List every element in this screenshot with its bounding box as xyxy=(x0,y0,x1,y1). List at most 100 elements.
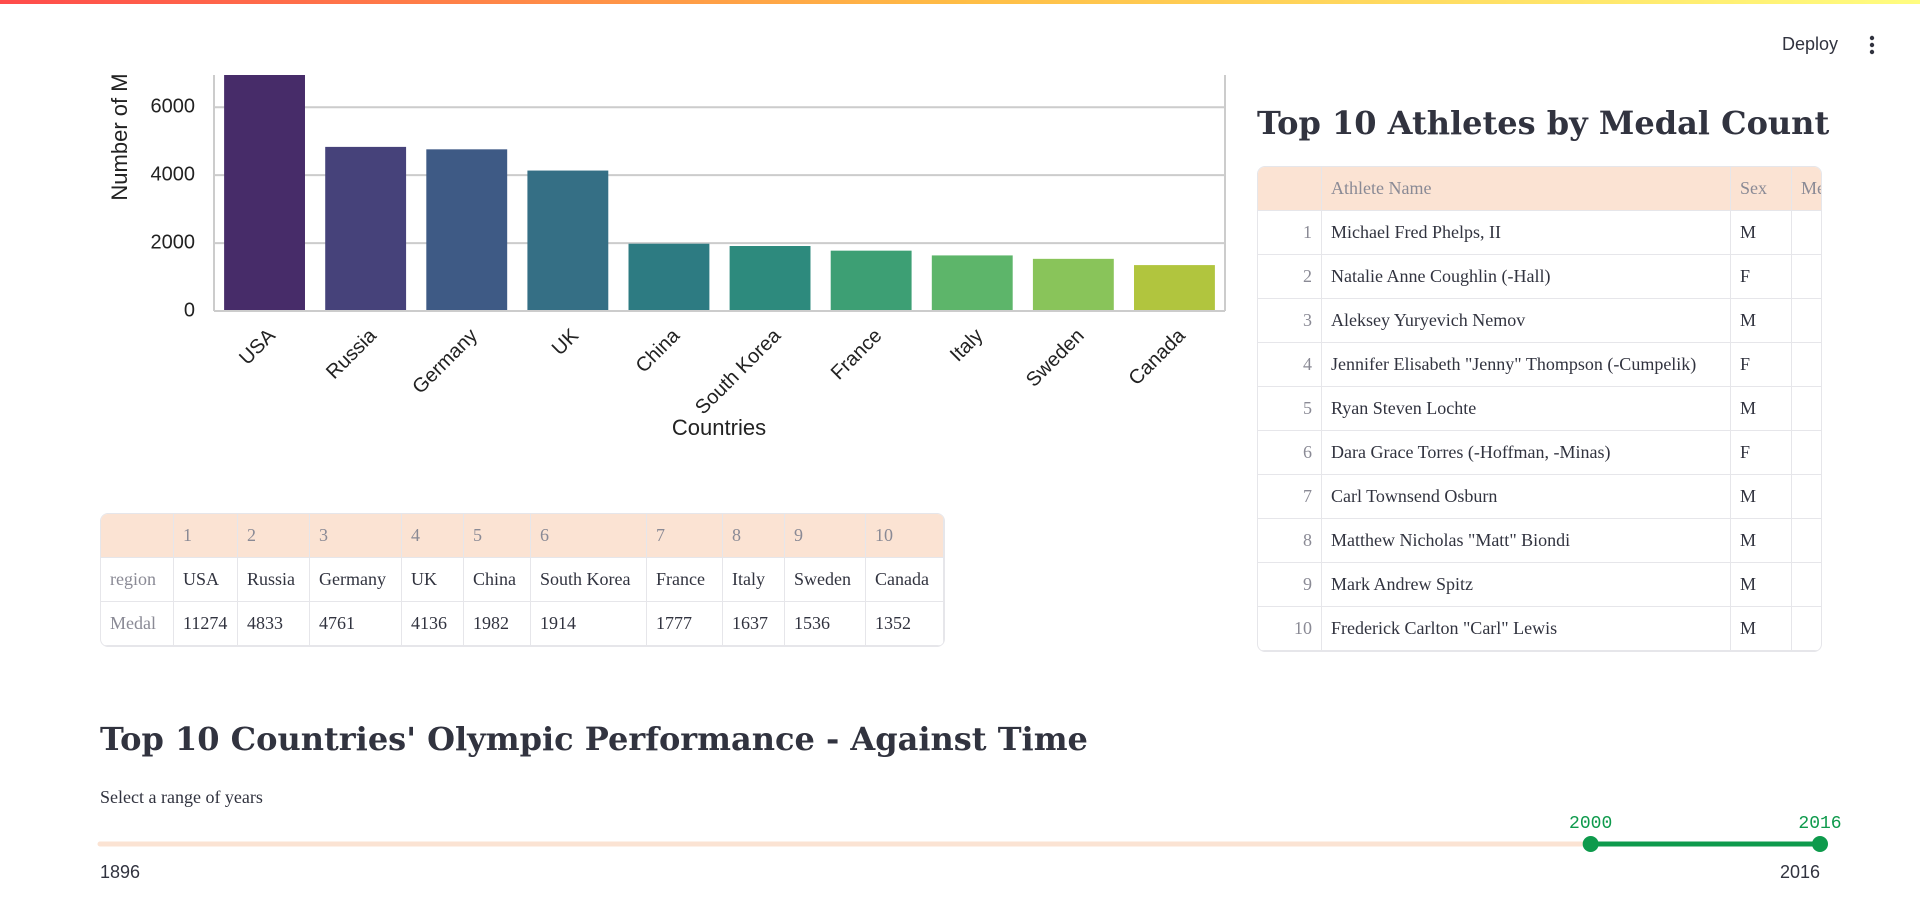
row-label: region xyxy=(101,558,174,602)
bar xyxy=(527,170,609,311)
slider-handle[interactable] xyxy=(1582,836,1599,852)
header-cell: 4 xyxy=(402,514,464,558)
header-cell xyxy=(101,514,174,558)
cell: 1637 xyxy=(723,602,785,646)
performance-title: Top 10 Countries' Olympic Performance - … xyxy=(100,720,1088,758)
year-slider[interactable]: 2000 2016 1896 2016 xyxy=(0,800,1920,900)
cell xyxy=(1792,519,1821,563)
top-bar xyxy=(0,0,1920,4)
slider-min-label: 1896 xyxy=(100,862,140,882)
cell: 4136 xyxy=(402,602,464,646)
bar-chart: Countries Number of M 0 2000 4000 6000 USA Ru… xyxy=(107,73,1226,440)
header-cell: 6 xyxy=(531,514,647,558)
cell: 1982 xyxy=(464,602,531,646)
cell xyxy=(1792,211,1821,255)
cell: Mark Andrew Spitz xyxy=(1322,563,1731,607)
cell: Dara Grace Torres (-Hoffman, -Minas) xyxy=(1322,431,1731,475)
cell: F xyxy=(1731,431,1792,475)
header-cell: 7 xyxy=(647,514,723,558)
bar xyxy=(628,243,710,311)
cell xyxy=(1792,475,1821,519)
cell: France xyxy=(647,558,723,602)
header-cell: 1 xyxy=(174,514,238,558)
cell: Carl Townsend Osburn xyxy=(1322,475,1731,519)
row: 9 Mark Andrew Spitz M xyxy=(1258,563,1821,607)
cell: Aleksey Yuryevich Nemov xyxy=(1322,299,1731,343)
row: 1 Michael Fred Phelps, II M xyxy=(1258,211,1821,255)
cell: M xyxy=(1731,475,1792,519)
x-tick-label: South Korea xyxy=(691,324,786,419)
cell: M xyxy=(1731,387,1792,431)
x-tick-label: USA xyxy=(235,324,280,369)
cell: M xyxy=(1731,563,1792,607)
x-tick-label: Germany xyxy=(408,325,482,399)
deploy-button[interactable]: Deploy xyxy=(1782,34,1839,54)
x-tick-label: France xyxy=(827,325,887,385)
bar xyxy=(931,255,1013,311)
header-cell: 2 xyxy=(238,514,310,558)
slider-handle[interactable] xyxy=(1812,836,1828,852)
cell: 1777 xyxy=(647,602,723,646)
cell: UK xyxy=(402,558,464,602)
header-cell: 3 xyxy=(310,514,402,558)
bar xyxy=(325,146,407,311)
bar xyxy=(1032,258,1114,311)
cell: Jennifer Elisabeth "Jenny" Thompson (-Cu… xyxy=(1322,343,1731,387)
cell xyxy=(1792,299,1821,343)
cell: 1536 xyxy=(785,602,866,646)
table: Athlete NameSexMe1Michael Fred Phelps, I… xyxy=(1258,167,1821,651)
cell: Frederick Carlton "Carl" Lewis xyxy=(1322,607,1731,651)
cell: F xyxy=(1731,255,1792,299)
athletes-title: Top 10 Athletes by Medal Count xyxy=(1257,104,1830,142)
cell: Italy xyxy=(723,558,785,602)
header-cell: 5 xyxy=(464,514,531,558)
cell: 1352 xyxy=(866,602,944,646)
row-index: 8 xyxy=(1258,519,1322,563)
menu-button[interactable] xyxy=(1862,34,1882,56)
cell: M xyxy=(1731,211,1792,255)
row-index: 3 xyxy=(1258,299,1322,343)
cell: USA xyxy=(174,558,238,602)
cell: China xyxy=(464,558,531,602)
row-index: 9 xyxy=(1258,563,1322,607)
header-cell: Athlete Name xyxy=(1322,167,1731,211)
slider-max-label: 2016 xyxy=(1780,862,1820,882)
menu-icon xyxy=(1869,35,1875,55)
cell xyxy=(1792,431,1821,475)
cell: Michael Fred Phelps, II xyxy=(1322,211,1731,255)
cell: 11274 xyxy=(174,602,238,646)
header-cell: Sex xyxy=(1731,167,1792,211)
cell: 1914 xyxy=(531,602,647,646)
row: 6 Dara Grace Torres (-Hoffman, -Minas) F xyxy=(1258,431,1821,475)
y-tick-label: 2000 xyxy=(151,231,196,253)
cell xyxy=(1792,343,1821,387)
header-cell: 9 xyxy=(785,514,866,558)
table: 1 2 3 4 5 6 7 8 9 10 region USA Russia Germany UK China… xyxy=(101,514,944,646)
x-tick-label: Sweden xyxy=(1022,325,1089,392)
x-tick-label: China xyxy=(632,324,685,377)
cell: Matthew Nicholas "Matt" Biondi xyxy=(1322,519,1731,563)
row: 2 Natalie Anne Coughlin (-Hall) F xyxy=(1258,255,1821,299)
x-axis-label: Countries xyxy=(672,415,766,440)
bar xyxy=(426,149,508,311)
header-cell: Me xyxy=(1792,167,1821,211)
x-tick-label: Canada xyxy=(1125,324,1191,390)
row-index: 4 xyxy=(1258,343,1322,387)
row: 8 Matthew Nicholas "Matt" Biondi M xyxy=(1258,519,1821,563)
slider-label: Select a range of years xyxy=(100,787,263,807)
row: 5 Ryan Steven Lochte M xyxy=(1258,387,1821,431)
row-index: 2 xyxy=(1258,255,1322,299)
cell: M xyxy=(1731,607,1792,651)
row: 10 Frederick Carlton "Carl" Lewis M xyxy=(1258,607,1821,651)
slider-value-label: 2000 xyxy=(1569,814,1612,834)
row-index: 10 xyxy=(1258,607,1322,651)
header-cell xyxy=(1258,167,1322,211)
cell xyxy=(1792,563,1821,607)
y-axis-label: Number of M xyxy=(107,73,132,200)
bar xyxy=(224,75,305,311)
slider-value-label: 2016 xyxy=(1798,814,1841,834)
row-label: Medal xyxy=(101,602,174,646)
row: 7 Carl Townsend Osburn M xyxy=(1258,475,1821,519)
cell: F xyxy=(1731,343,1792,387)
row: Medal 11274 4833 4761 4136 1982 1914 1777 1637 15… xyxy=(101,602,944,646)
